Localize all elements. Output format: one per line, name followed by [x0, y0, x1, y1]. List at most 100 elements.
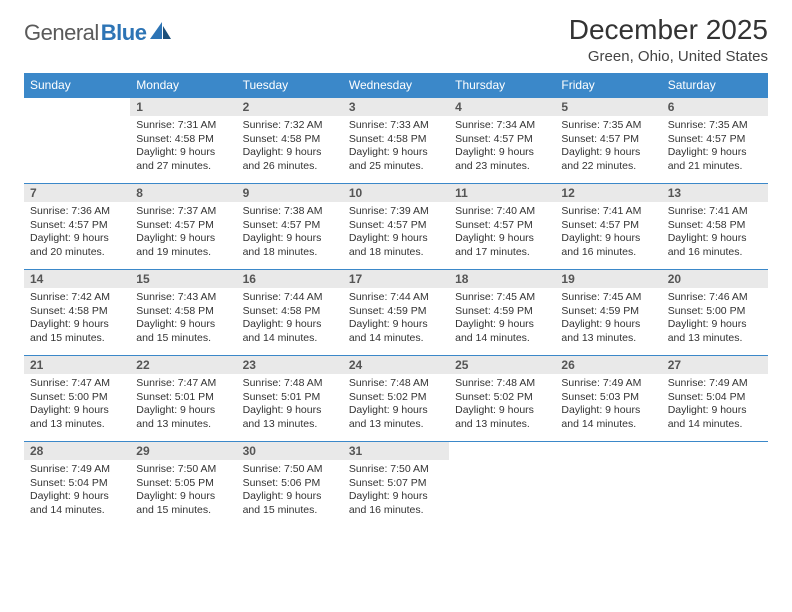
calendar-empty-cell [555, 442, 661, 528]
sunset-line: Sunset: 5:00 PM [668, 305, 762, 319]
sunrise-line: Sunrise: 7:48 AM [455, 377, 549, 391]
daylight-line: Daylight: 9 hours and 13 minutes. [349, 404, 443, 431]
daylight-line: Daylight: 9 hours and 13 minutes. [668, 318, 762, 345]
calendar-day-cell: 18Sunrise: 7:45 AMSunset: 4:59 PMDayligh… [449, 270, 555, 356]
sunset-line: Sunset: 5:04 PM [30, 477, 124, 491]
sunset-line: Sunset: 4:57 PM [243, 219, 337, 233]
sunset-line: Sunset: 4:58 PM [243, 133, 337, 147]
day-number: 23 [237, 356, 343, 374]
daylight-line: Daylight: 9 hours and 15 minutes. [136, 490, 230, 517]
sail-icon [150, 22, 172, 45]
daylight-line: Daylight: 9 hours and 18 minutes. [349, 232, 443, 259]
calendar-day-cell: 9Sunrise: 7:38 AMSunset: 4:57 PMDaylight… [237, 184, 343, 270]
brand-part1: General [24, 20, 99, 46]
day-number: 17 [343, 270, 449, 288]
day-number: 1 [130, 98, 236, 116]
title-block: December 2025 Green, Ohio, United States [569, 14, 768, 65]
weekday-header: Thursday [449, 73, 555, 98]
day-details: Sunrise: 7:47 AMSunset: 5:01 PMDaylight:… [130, 374, 236, 436]
calendar-day-cell: 2Sunrise: 7:32 AMSunset: 4:58 PMDaylight… [237, 98, 343, 184]
day-number: 19 [555, 270, 661, 288]
sunset-line: Sunset: 4:58 PM [30, 305, 124, 319]
day-number: 4 [449, 98, 555, 116]
sunrise-line: Sunrise: 7:49 AM [561, 377, 655, 391]
sunset-line: Sunset: 5:03 PM [561, 391, 655, 405]
sunrise-line: Sunrise: 7:44 AM [243, 291, 337, 305]
sunrise-line: Sunrise: 7:32 AM [243, 119, 337, 133]
calendar-day-cell: 6Sunrise: 7:35 AMSunset: 4:57 PMDaylight… [662, 98, 768, 184]
day-number: 15 [130, 270, 236, 288]
day-details: Sunrise: 7:49 AMSunset: 5:03 PMDaylight:… [555, 374, 661, 436]
sunset-line: Sunset: 4:57 PM [136, 219, 230, 233]
daylight-line: Daylight: 9 hours and 19 minutes. [136, 232, 230, 259]
daylight-line: Daylight: 9 hours and 16 minutes. [668, 232, 762, 259]
brand-part2: Blue [101, 20, 147, 46]
day-number: 8 [130, 184, 236, 202]
sunset-line: Sunset: 5:05 PM [136, 477, 230, 491]
sunrise-line: Sunrise: 7:48 AM [349, 377, 443, 391]
sunset-line: Sunset: 4:59 PM [561, 305, 655, 319]
sunset-line: Sunset: 5:01 PM [243, 391, 337, 405]
day-details: Sunrise: 7:45 AMSunset: 4:59 PMDaylight:… [449, 288, 555, 350]
sunrise-line: Sunrise: 7:37 AM [136, 205, 230, 219]
weekday-header: Friday [555, 73, 661, 98]
day-details: Sunrise: 7:50 AMSunset: 5:07 PMDaylight:… [343, 460, 449, 522]
sunset-line: Sunset: 5:07 PM [349, 477, 443, 491]
calendar-day-cell: 26Sunrise: 7:49 AMSunset: 5:03 PMDayligh… [555, 356, 661, 442]
daylight-line: Daylight: 9 hours and 14 minutes. [455, 318, 549, 345]
calendar-week-row: 28Sunrise: 7:49 AMSunset: 5:04 PMDayligh… [24, 442, 768, 528]
calendar-day-cell: 23Sunrise: 7:48 AMSunset: 5:01 PMDayligh… [237, 356, 343, 442]
calendar-day-cell: 4Sunrise: 7:34 AMSunset: 4:57 PMDaylight… [449, 98, 555, 184]
day-details: Sunrise: 7:50 AMSunset: 5:06 PMDaylight:… [237, 460, 343, 522]
sunrise-line: Sunrise: 7:47 AM [136, 377, 230, 391]
day-details: Sunrise: 7:50 AMSunset: 5:05 PMDaylight:… [130, 460, 236, 522]
weekday-header: Monday [130, 73, 236, 98]
daylight-line: Daylight: 9 hours and 14 minutes. [243, 318, 337, 345]
calendar-page: GeneralBlue December 2025 Green, Ohio, U… [0, 0, 792, 538]
weekday-header: Saturday [662, 73, 768, 98]
calendar-day-cell: 8 Sunrise: 7:37 AMSunset: 4:57 PMDaylight… [130, 184, 236, 270]
sunrise-line: Sunrise: 7:35 AM [561, 119, 655, 133]
day-number: 2 [237, 98, 343, 116]
weekday-header: Wednesday [343, 73, 449, 98]
daylight-line: Daylight: 9 hours and 16 minutes. [349, 490, 443, 517]
calendar-day-cell: 28Sunrise: 7:49 AMSunset: 5:04 PMDayligh… [24, 442, 130, 528]
day-details: Sunrise: 7:35 AMSunset: 4:57 PMDaylight:… [662, 116, 768, 178]
day-number: 20 [662, 270, 768, 288]
daylight-line: Daylight: 9 hours and 23 minutes. [455, 146, 549, 173]
calendar-body: 1Sunrise: 7:31 AMSunset: 4:58 PMDaylight… [24, 98, 768, 528]
daylight-line: Daylight: 9 hours and 13 minutes. [30, 404, 124, 431]
calendar-day-cell: 20 Sunrise: 7:46 AMSunset: 5:00 PMDayligh… [662, 270, 768, 356]
calendar-day-cell: 30Sunrise: 7:50 AMSunset: 5:06 PMDayligh… [237, 442, 343, 528]
day-details: Sunrise: 7:32 AMSunset: 4:58 PMDaylight:… [237, 116, 343, 178]
calendar-day-cell: 7Sunrise: 7:36 AMSunset: 4:57 PMDaylight… [24, 184, 130, 270]
calendar-week-row: 21Sunrise: 7:47 AMSunset: 5:00 PMDayligh… [24, 356, 768, 442]
sunrise-line: Sunrise: 7:46 AM [668, 291, 762, 305]
daylight-line: Daylight: 9 hours and 14 minutes. [30, 490, 124, 517]
sunset-line: Sunset: 4:57 PM [668, 133, 762, 147]
day-details: Sunrise: 7:33 AMSunset: 4:58 PMDaylight:… [343, 116, 449, 178]
day-number: 21 [24, 356, 130, 374]
sunrise-line: Sunrise: 7:35 AM [668, 119, 762, 133]
daylight-line: Daylight: 9 hours and 25 minutes. [349, 146, 443, 173]
day-number: 26 [555, 356, 661, 374]
calendar-day-cell: 21Sunrise: 7:47 AMSunset: 5:00 PMDayligh… [24, 356, 130, 442]
daylight-line: Daylight: 9 hours and 16 minutes. [561, 232, 655, 259]
day-details: Sunrise: 7:34 AMSunset: 4:57 PMDaylight:… [449, 116, 555, 178]
sunset-line: Sunset: 5:01 PM [136, 391, 230, 405]
day-number: 14 [24, 270, 130, 288]
day-number: 6 [662, 98, 768, 116]
calendar-day-cell: 22Sunrise: 7:47 AMSunset: 5:01 PMDayligh… [130, 356, 236, 442]
sunrise-line: Sunrise: 7:41 AM [668, 205, 762, 219]
day-details: Sunrise: 7:39 AMSunset: 4:57 PMDaylight:… [343, 202, 449, 264]
daylight-line: Daylight: 9 hours and 14 minutes. [668, 404, 762, 431]
calendar-week-row: 1Sunrise: 7:31 AMSunset: 4:58 PMDaylight… [24, 98, 768, 184]
sunset-line: Sunset: 4:59 PM [455, 305, 549, 319]
day-details: Sunrise: 7:41 AMSunset: 4:58 PMDaylight:… [662, 202, 768, 264]
day-number: 16 [237, 270, 343, 288]
sunrise-line: Sunrise: 7:34 AM [455, 119, 549, 133]
day-number: 27 [662, 356, 768, 374]
sunrise-line: Sunrise: 7:36 AM [30, 205, 124, 219]
day-number: 13 [662, 184, 768, 202]
day-details: Sunrise: 7:45 AMSunset: 4:59 PMDaylight:… [555, 288, 661, 350]
